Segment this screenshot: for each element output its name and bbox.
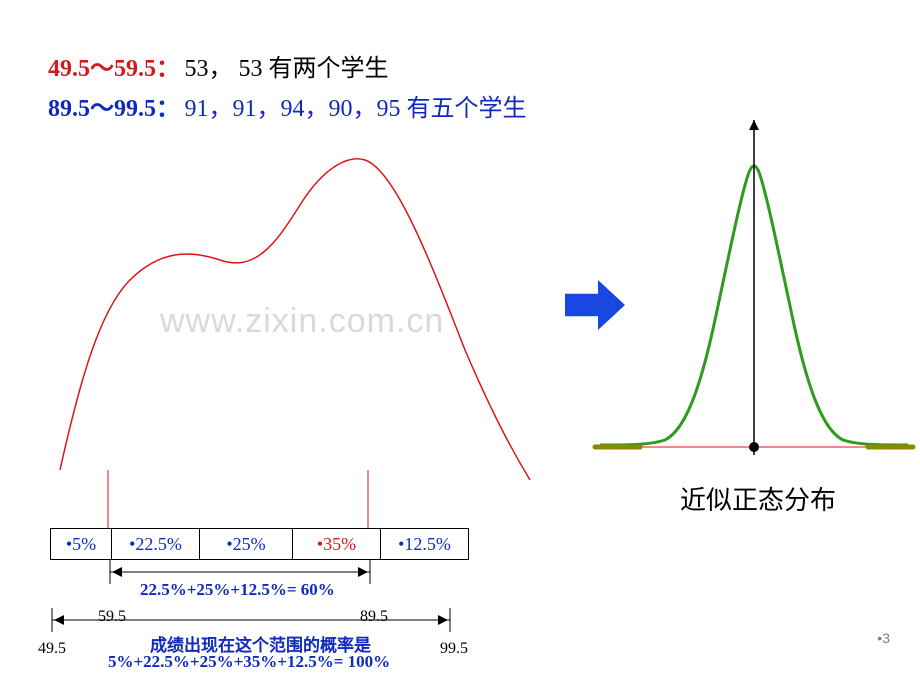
page-number: •3 (877, 630, 890, 646)
bracket1-arrow-r (358, 567, 368, 577)
page-number-value: 3 (882, 630, 890, 646)
freq-table: •5%•22.5%•25%•35%•12.5% (50, 528, 469, 560)
slide: { "line1": { "range":{"text":"49.5～59.5：… (0, 0, 920, 690)
bracket2-arrow-r (438, 615, 448, 625)
bracket1-arrow-l (112, 567, 122, 577)
big-arrow-icon (565, 280, 625, 330)
xtick-89-5: 89.5 (360, 608, 388, 626)
freq-cell: •12.5% (381, 529, 469, 560)
normal-dist-label: 近似正态分布 (680, 480, 836, 517)
xtick-99-5: 99.5 (440, 640, 468, 658)
bracket2-label-b: 5%+22.5%+25%+35%+12.5%= 100% (108, 652, 390, 672)
xtick-59-5: 59.5 (98, 608, 126, 626)
graphics-layer (0, 0, 920, 690)
normal-y-arrowhead (749, 120, 759, 130)
freq-curve (60, 159, 530, 480)
freq-cell: •25% (200, 529, 293, 560)
xtick-49-5: 49.5 (38, 640, 66, 658)
freq-cell: •22.5% (112, 529, 200, 560)
freq-cell: •5% (51, 529, 112, 560)
normal-origin-dot (749, 442, 759, 452)
freq-cell: •35% (293, 529, 381, 560)
bracket1-label: 22.5%+25%+12.5%= 60% (140, 580, 335, 600)
bracket2-arrow-l (54, 615, 64, 625)
